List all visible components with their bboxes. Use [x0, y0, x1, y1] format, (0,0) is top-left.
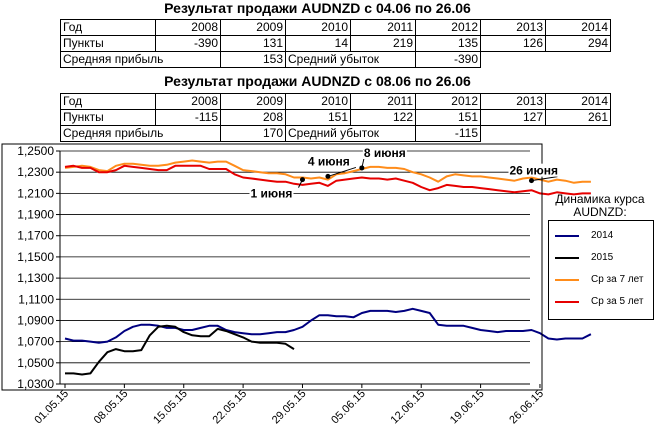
- points-row: Пункты -115 208 151 122 151 127 261: [60, 109, 611, 126]
- points-label: Пункты: [60, 35, 156, 52]
- points-cell: 126: [480, 35, 546, 52]
- legend-label: 2014: [591, 230, 614, 241]
- y-tick-label: 1,1300: [17, 271, 54, 285]
- points-cell: 294: [545, 35, 611, 52]
- series-line-2: [64, 159, 591, 184]
- avg-profit-value: 170: [220, 125, 286, 142]
- annotation-background: [249, 186, 294, 200]
- header-cell: 2012: [415, 93, 481, 110]
- series-line-0: [64, 307, 592, 344]
- legend-swatch: [555, 279, 579, 281]
- annotation-background: [306, 154, 351, 168]
- header-cell: 2011: [350, 93, 416, 110]
- y-tick-label: 1,2500: [17, 144, 54, 158]
- x-tick-label: 29.05.15: [270, 388, 309, 427]
- header-cell: 2014: [545, 19, 611, 36]
- results-table-1: Год 2008 2009 2010 2011 2012 2013 2014 П…: [60, 19, 611, 68]
- x-tick-label: 26.06.15: [507, 388, 546, 427]
- table-title-1: Результат продажи AUDNZD с 04.06 по 26.0…: [164, 0, 471, 16]
- x-tick-label: 22.05.15: [210, 388, 249, 427]
- annotation-leader: [298, 179, 303, 188]
- avg-profit-label: Средняя прибыль: [60, 125, 221, 142]
- series-line-3: [64, 164, 591, 196]
- series-lines: [64, 159, 592, 376]
- chart-frame: [1, 143, 543, 391]
- y-tick-label: 1,1900: [17, 208, 54, 222]
- y-tick-label: 1,2300: [17, 165, 54, 179]
- annotation-leader: [531, 176, 558, 182]
- x-tick-label: 15.05.15: [151, 388, 190, 427]
- annotation-leader: [327, 166, 357, 177]
- series-line-1: [65, 324, 295, 376]
- points-cell: 127: [480, 109, 546, 126]
- x-tick-label: 12.06.15: [389, 388, 428, 427]
- x-tick-label: 01.05.15: [32, 388, 71, 427]
- x-tick-label: 05.06.15: [329, 388, 368, 427]
- avg-loss-label: Средний убыток: [285, 125, 416, 142]
- avg-profit-label: Средняя прибыль: [60, 51, 221, 68]
- annotation-background: [362, 145, 407, 159]
- avg-loss-value: -390: [415, 51, 481, 68]
- annotation-label: 1 июня: [250, 187, 292, 201]
- x-tick-label: 08.05.15: [92, 388, 131, 427]
- points-cell: -115: [155, 109, 221, 126]
- summary-row: Средняя прибыль 153 Средний убыток -390: [60, 51, 611, 68]
- results-table-2: Год 2008 2009 2010 2011 2012 2013 2014 П…: [60, 93, 611, 142]
- y-tick-label: 1,1500: [17, 250, 54, 264]
- legend-label: Ср за 5 лет: [591, 296, 644, 307]
- legend-label: Ср за 7 лет: [591, 274, 644, 285]
- y-tick-label: 1,0700: [17, 335, 54, 349]
- table-header-row: Год 2008 2009 2010 2011 2012 2013 2014: [60, 19, 611, 36]
- table-title-2: Результат продажи AUDNZD с 08.06 по 26.0…: [164, 73, 471, 89]
- summary-row: Средняя прибыль 170 Средний убыток -115: [60, 125, 611, 142]
- header-cell: 2014: [545, 93, 611, 110]
- avg-loss-label: Средний убыток: [285, 51, 416, 68]
- legend-label: 2015: [591, 252, 614, 263]
- annotation-leader: [361, 158, 365, 169]
- annotation-background: [508, 163, 560, 177]
- header-cell: 2012: [415, 19, 481, 36]
- header-cell: 2008: [155, 19, 221, 36]
- annotation-label: 8 июня: [364, 146, 406, 160]
- annotation-label: 26 июня: [509, 164, 558, 178]
- points-cell: 208: [220, 109, 286, 126]
- legend-swatch: [555, 257, 579, 259]
- points-row: Пункты -390 131 14 219 135 126 294: [60, 35, 611, 52]
- y-tick-label: 1,0300: [17, 377, 54, 391]
- y-tick-label: 1,1100: [18, 292, 54, 306]
- avg-profit-value: 153: [220, 51, 286, 68]
- legend-title: Динамика курса AUDNZD:: [555, 192, 645, 219]
- y-tick-label: 1,1700: [17, 229, 54, 243]
- header-cell: 2010: [285, 93, 351, 110]
- legend-swatch: [555, 301, 579, 303]
- y-tick-label: 1,0900: [17, 313, 54, 327]
- legend-swatch: [555, 235, 579, 237]
- x-tick-label: 19.06.15: [448, 388, 487, 427]
- points-cell: 261: [545, 109, 611, 126]
- annotation-label: 4 июня: [308, 154, 350, 168]
- chart-legend: 2014 2015 Ср за 7 лет Ср за 5 лет: [548, 220, 654, 320]
- y-tick-label: 1,0500: [17, 356, 54, 370]
- avg-loss-value: -115: [415, 125, 481, 142]
- annotations: 1 июня 4 июня 8 июня 26 июня: [249, 145, 560, 201]
- y-tick-label: 1,2100: [17, 186, 54, 200]
- table-header-row: Год 2008 2009 2010 2011 2012 2013 2014: [60, 93, 611, 110]
